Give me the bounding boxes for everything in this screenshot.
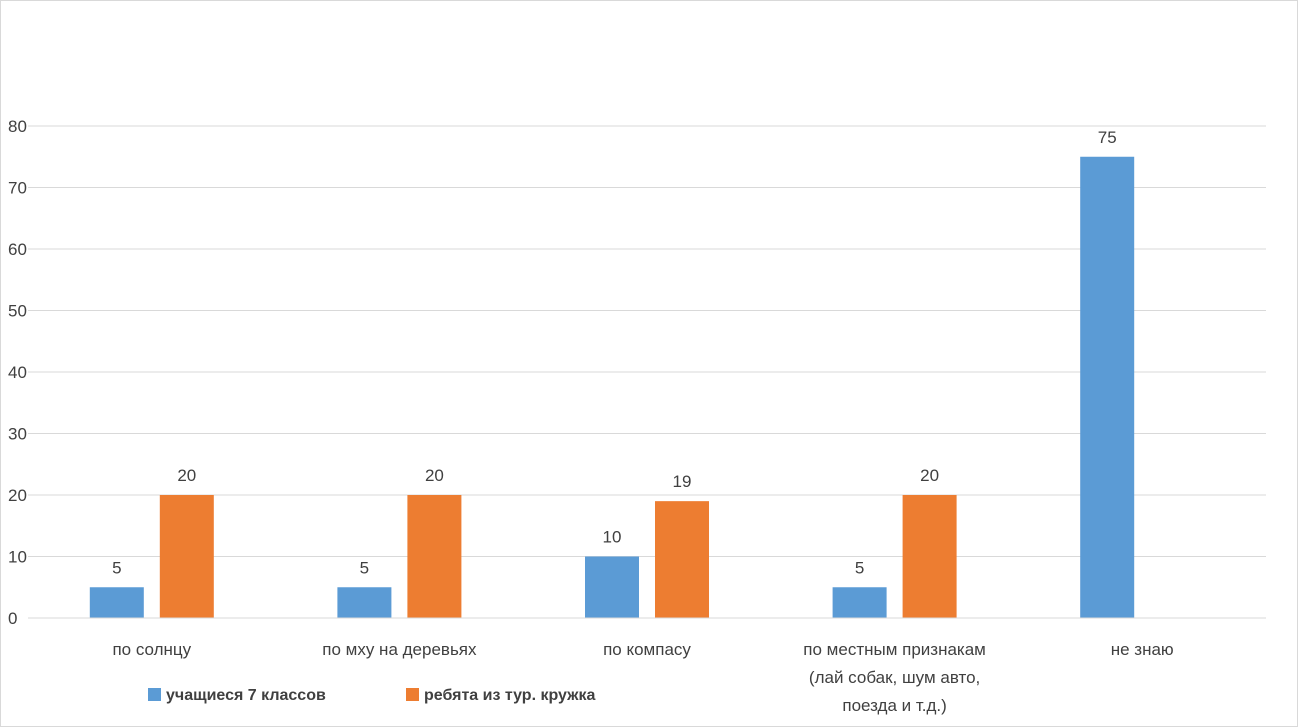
x-axis: по солнцу по мху на деревьях по компасу по … (28, 617, 1266, 715)
bar-1-3 (902, 495, 957, 618)
x-category-label: по мху на деревьях (322, 640, 477, 659)
data-label: 5 (360, 558, 369, 577)
data-label: 20 (425, 466, 444, 485)
data-label: 19 (673, 472, 692, 491)
data-label: 5 (855, 558, 864, 577)
legend-swatch (406, 688, 419, 701)
data-label: 20 (177, 466, 196, 485)
x-category-label: по местным признакам (803, 640, 986, 659)
y-tick-label: 80 (8, 117, 27, 136)
bar-0-0 (89, 587, 144, 618)
data-label: 5 (112, 558, 121, 577)
bar-0-4 (1080, 156, 1135, 618)
y-tick-label: 70 (8, 179, 27, 198)
x-category-label: не знаю (1111, 640, 1174, 659)
data-label: 75 (1098, 128, 1117, 147)
x-category-label: по солнцу (112, 640, 191, 659)
bar-0-1 (337, 587, 392, 618)
data-label: 10 (603, 528, 622, 547)
x-category-label: поезда и т.д.) (842, 696, 946, 715)
data-labels: 5 5 10 5 75 20 20 19 20 (112, 128, 1117, 578)
y-tick-label: 60 (8, 240, 27, 259)
bar-1-1 (407, 495, 462, 618)
bar-0-3 (832, 587, 887, 618)
y-tick-label: 20 (8, 486, 27, 505)
bar-1-0 (159, 495, 214, 618)
data-label: 20 (920, 466, 939, 485)
legend-label: учащиеся 7 классов (166, 687, 326, 704)
bars (89, 156, 1135, 618)
legend-label: ребята из тур. кружка (424, 687, 595, 704)
bar-1-2 (655, 501, 709, 618)
y-tick-label: 30 (8, 425, 27, 444)
y-tick-label: 50 (8, 302, 27, 321)
legend: учащиеся 7 классов ребята из тур. кружка (148, 687, 595, 704)
x-category-label: по компасу (603, 640, 691, 659)
y-tick-label: 0 (8, 609, 17, 628)
x-category-label: (лай собак, шум авто, (809, 668, 980, 687)
legend-swatch (148, 688, 161, 701)
y-tick-label: 10 (8, 548, 27, 567)
bar-0-2 (585, 556, 639, 618)
y-axis: 0 10 20 30 40 50 60 70 80 (8, 117, 27, 628)
y-tick-label: 40 (8, 363, 27, 382)
